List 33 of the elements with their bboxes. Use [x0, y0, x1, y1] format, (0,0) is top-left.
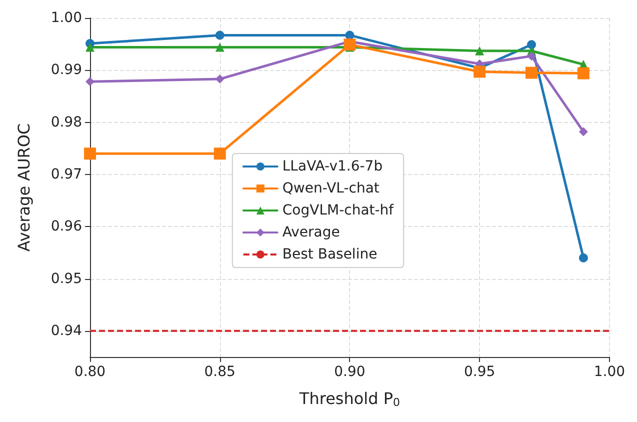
x-tick-label: 0.85 — [204, 364, 236, 380]
y-tick-label: 0.97 — [50, 166, 82, 182]
point — [86, 42, 94, 52]
point — [215, 30, 224, 40]
legend-label: CogVLM-chat-hf — [282, 202, 395, 218]
y-tick-label: 1.00 — [50, 10, 82, 26]
point — [527, 52, 536, 61]
x-tick-label: 1.00 — [594, 364, 625, 380]
point — [577, 67, 590, 80]
point — [474, 66, 486, 78]
point — [527, 40, 536, 50]
x-tick-label: 0.80 — [74, 364, 106, 380]
legend-label: Best Baseline — [282, 246, 378, 262]
point — [344, 38, 356, 51]
point — [475, 46, 484, 56]
point — [526, 66, 538, 79]
y-tick-label: 0.95 — [50, 270, 82, 287]
y-tick-label: 0.96 — [50, 218, 82, 235]
x-tick-label: 0.95 — [464, 364, 496, 380]
y-tick-label: 0.98 — [50, 114, 82, 130]
legend-label: LLaVA-v1.6-7b — [282, 158, 383, 174]
legend-label: Qwen-VL-chat — [282, 180, 380, 196]
point — [86, 77, 94, 86]
point — [84, 148, 96, 160]
point — [578, 127, 588, 136]
y-axis-title: Average AUROC — [14, 123, 34, 252]
point — [215, 42, 224, 52]
y-tick-label: 0.94 — [50, 322, 82, 339]
x-tick-label: 0.90 — [334, 364, 366, 380]
legend-label: Average — [282, 224, 340, 240]
point — [214, 148, 226, 160]
point — [578, 253, 588, 262]
y-tick-label: 0.99 — [50, 62, 82, 78]
